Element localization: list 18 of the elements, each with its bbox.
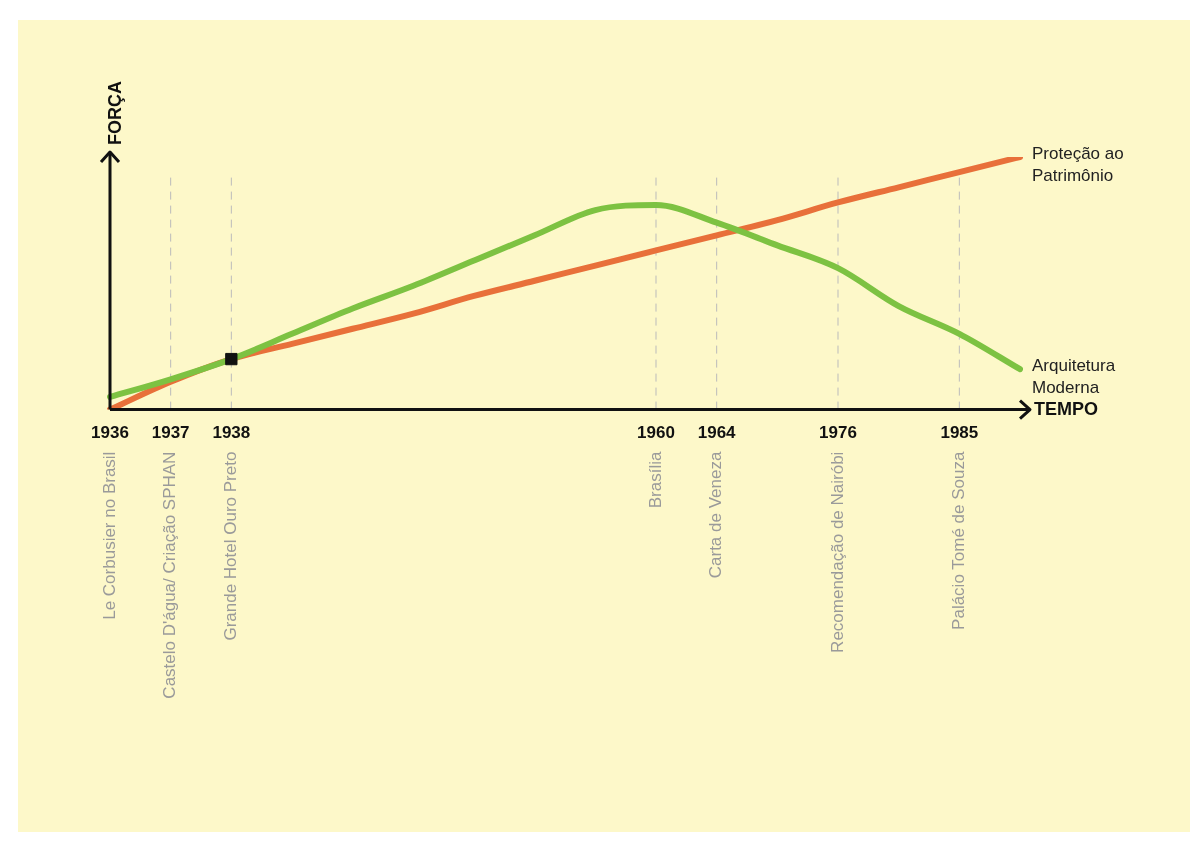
text: Le Corbusier no Brasil [99, 451, 119, 620]
ref-line-label: Brasília [645, 451, 665, 509]
ref-line-label: Palácio Tomé de Souza [949, 451, 969, 630]
ref-line-label: Castelo D'água/ Criação SPHAN [160, 451, 180, 699]
y-axis-title: FORÇA [104, 81, 125, 145]
x-tick-label: 1960 [637, 423, 675, 443]
x-tick-label: 1964 [697, 423, 737, 443]
series-label: Proteção ao Patrimônio [1032, 143, 1124, 185]
ref-line-label: Grande Hotel Ouro Preto [221, 451, 241, 641]
x-tick-label: 1985 [940, 423, 979, 443]
x-tick-label: 1936 [91, 423, 129, 443]
x-tick-label: 1937 [151, 423, 190, 443]
x-tick-label: 1976 [819, 423, 857, 443]
x-axis-title: TEMPO [1034, 398, 1099, 419]
ref-line-label: Recomendação de Nairóbi [827, 451, 847, 653]
x-tick-label: 1938 [212, 423, 251, 443]
ref-line-label: Carta de Veneza [706, 451, 726, 579]
series-label: Arquitetura Moderna [1032, 355, 1116, 397]
